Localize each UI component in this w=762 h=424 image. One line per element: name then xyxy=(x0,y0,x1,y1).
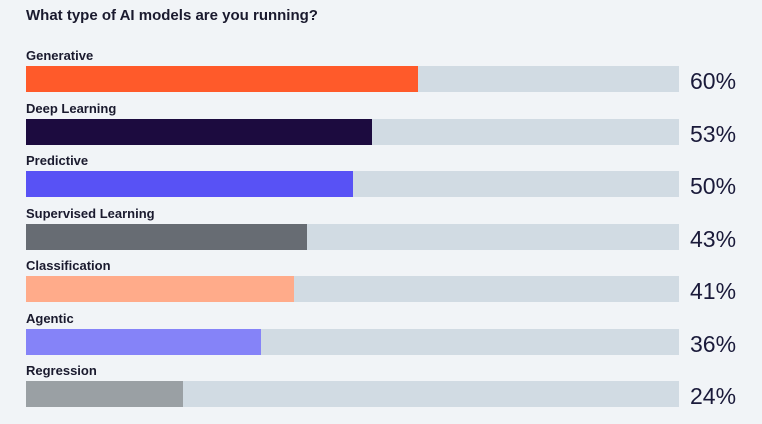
category-label: Agentic xyxy=(26,310,74,326)
category-label: Generative xyxy=(26,48,94,63)
category-label: Deep Learning xyxy=(26,100,117,116)
bar-track xyxy=(26,276,679,302)
bar-row-agentic: Agentic 36% xyxy=(26,311,756,364)
bar-row-classification: Classification 41% xyxy=(26,258,756,311)
value-label: 60% xyxy=(690,68,737,94)
bar-row-regression: Regression 24% xyxy=(26,363,756,416)
value-label: 43% xyxy=(690,225,737,252)
bar-track xyxy=(26,118,679,145)
bar-track xyxy=(26,381,679,407)
bar-regression xyxy=(26,381,183,407)
bar-track xyxy=(26,66,679,92)
category-label: Regression xyxy=(26,363,97,378)
bar-deep-learning xyxy=(26,118,373,145)
category-label: Predictive xyxy=(26,153,89,168)
bar-track xyxy=(26,223,679,250)
value-label: 36% xyxy=(690,330,737,357)
bar-row-supervised-learning: Supervised Learning 43% xyxy=(26,206,756,259)
value-label: 50% xyxy=(690,173,737,199)
bar-generative xyxy=(26,66,418,92)
value-label: 24% xyxy=(690,383,737,409)
bar-track xyxy=(26,328,679,355)
bar-track xyxy=(26,171,679,197)
value-label: 41% xyxy=(690,278,737,304)
category-label: Supervised Learning xyxy=(26,205,155,221)
bar-predictive xyxy=(26,171,353,197)
bar-row-predictive: Predictive 50% xyxy=(26,153,756,206)
category-label: Classification xyxy=(26,258,111,273)
bar-supervised-learning xyxy=(26,223,307,250)
bar-chart: Generative 60% Deep Learning 53% Predict… xyxy=(26,48,756,416)
value-label: 53% xyxy=(690,120,737,147)
bar-row-generative: Generative 60% xyxy=(26,48,756,101)
bar-classification xyxy=(26,276,294,302)
bar-row-deep-learning: Deep Learning 53% xyxy=(26,101,756,154)
chart-title: What type of AI models are you running? xyxy=(26,7,318,24)
bar-agentic xyxy=(26,328,262,355)
